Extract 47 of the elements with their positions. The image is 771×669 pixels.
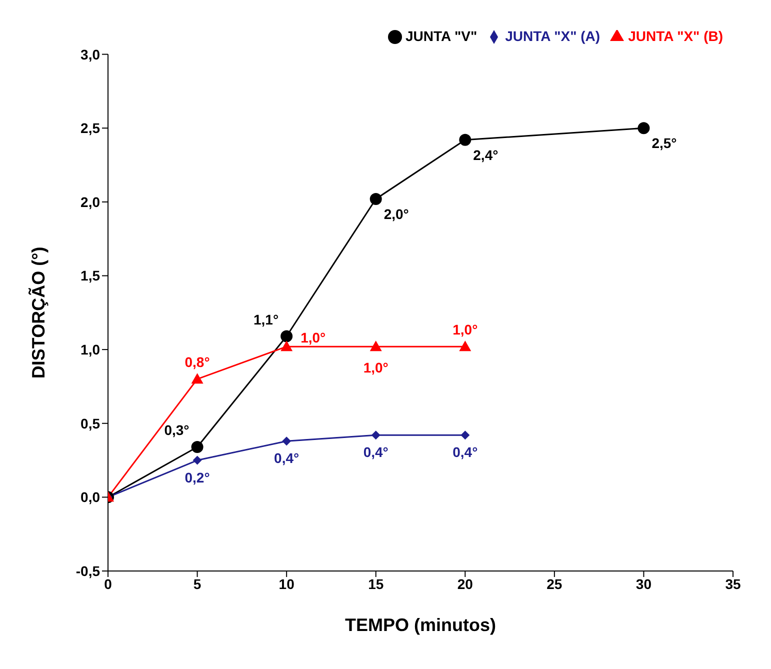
x-tick-label: 20 <box>457 576 474 592</box>
x-tick-label: 5 <box>193 576 202 592</box>
legend-label: JUNTA "V" <box>406 28 478 44</box>
y-tick-label: 0,0 <box>80 489 100 506</box>
y-tick-label: 0,5 <box>80 415 100 432</box>
point <box>638 122 650 134</box>
data-label: 0,3° <box>164 422 190 438</box>
point <box>460 430 470 440</box>
point <box>282 436 292 446</box>
point <box>459 340 472 352</box>
data-label: 1,0° <box>363 360 388 376</box>
point <box>370 340 382 352</box>
data-label: 0,8° <box>184 354 210 370</box>
x-axis-title: TEMPO (minutos) <box>345 615 496 635</box>
y-tick-label: 3,0 <box>80 46 100 62</box>
legend-label: JUNTA "X" (B) <box>628 28 723 44</box>
point <box>280 330 293 342</box>
y-tick-label: -0,5 <box>76 562 100 579</box>
data-label: 2,4° <box>473 146 498 163</box>
y-axis-title: DISTORÇÃO (°) <box>27 246 48 379</box>
point <box>371 430 380 440</box>
data-label: 1,0° <box>300 330 326 346</box>
x-tick-label: 15 <box>368 576 384 592</box>
data-label: 0,2° <box>184 469 210 486</box>
data-label: 0,4° <box>363 444 388 460</box>
legend-label: JUNTA "X" (A) <box>505 28 600 44</box>
point <box>370 192 382 205</box>
data-label: 2,0° <box>384 206 409 222</box>
point <box>191 440 204 453</box>
data-label: 0,4° <box>452 444 478 460</box>
point <box>459 134 472 146</box>
data-label: 1,1° <box>254 311 279 328</box>
data-label: 0,4° <box>274 450 300 466</box>
data-label: 2,5° <box>652 135 677 152</box>
point <box>280 340 293 352</box>
x-tick-label: 25 <box>546 576 562 592</box>
y-tick-label: 2,0 <box>80 194 100 210</box>
x-tick-label: 35 <box>725 576 741 592</box>
data-label: 1,0° <box>452 322 478 338</box>
x-tick-label: 10 <box>278 576 295 592</box>
point <box>191 373 204 384</box>
x-tick-label: 30 <box>636 576 652 592</box>
x-tick-label: 0 <box>104 576 112 592</box>
y-tick-label: 1,5 <box>80 268 100 284</box>
y-tick-label: 2,5 <box>80 120 100 136</box>
point <box>192 456 202 465</box>
y-tick-label: 1,0 <box>80 342 100 358</box>
